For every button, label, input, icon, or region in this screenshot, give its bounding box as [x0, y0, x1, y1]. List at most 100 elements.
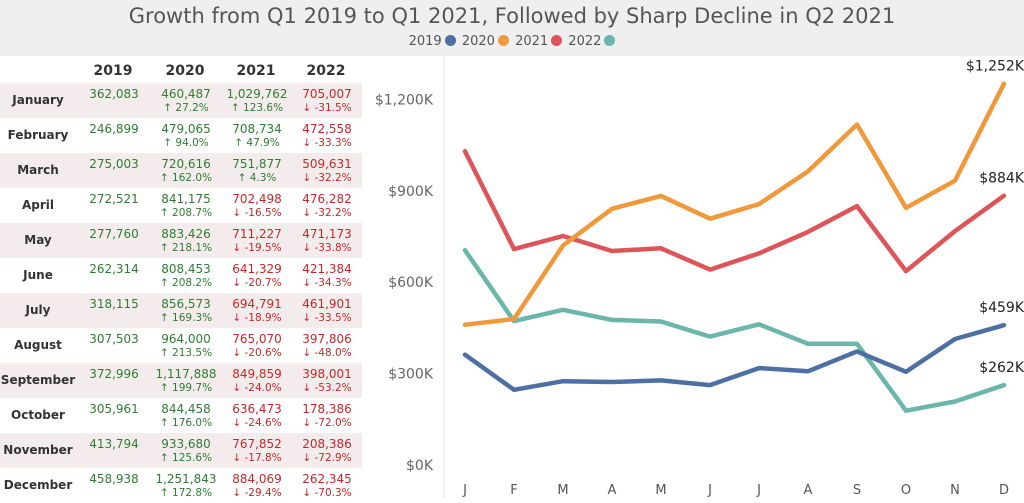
- cell-change: ↓ -20.7%: [232, 277, 282, 289]
- cell-change: ↑ 208.7%: [159, 207, 213, 219]
- end-value-label-2020: $1,252K: [966, 59, 1024, 75]
- table-cell-2021: 849,859 ↓ -24.0%: [219, 367, 295, 395]
- cell-value: 694,791: [232, 297, 282, 311]
- chart-title: Growth from Q1 2019 to Q1 2021, Followed…: [128, 4, 896, 28]
- x-tick-label: N: [950, 483, 960, 498]
- cell-value: 1,251,843: [155, 472, 217, 486]
- cell-change: ↓ -16.5%: [232, 207, 282, 219]
- cell-value: 509,631: [302, 157, 352, 171]
- chart-header: Growth from Q1 2019 to Q1 2021, Followed…: [0, 0, 1024, 56]
- table-cell-2022: 471,173 ↓ -33.8%: [289, 227, 365, 255]
- cell-value: 397,806: [302, 332, 352, 346]
- cell-value: 460,487: [161, 87, 211, 101]
- cell-change: ↓ -33.5%: [302, 312, 352, 324]
- legend-label: 2020: [461, 34, 495, 49]
- legend-dot-icon: [497, 35, 509, 46]
- legend-label: 2019: [408, 34, 442, 49]
- x-tick-label: D: [999, 483, 1009, 498]
- legend-item-2022[interactable]: 2022: [568, 34, 616, 49]
- x-tick-label: F: [510, 483, 517, 498]
- cell-change: ↑ 169.3%: [159, 312, 213, 324]
- cell-change: ↑ 199.7%: [159, 382, 213, 394]
- table-cell-2019: 275,003: [76, 157, 152, 171]
- legend-item-2019[interactable]: 2019: [409, 34, 456, 49]
- table-cell-2021: 751,877 ↑ 4.3%: [219, 157, 295, 185]
- table-cell-2019: 362,083: [76, 87, 152, 101]
- month-label: January: [12, 93, 64, 107]
- cell-value: 479,065: [161, 122, 211, 136]
- cell-change: ↓ -24.0%: [232, 382, 282, 394]
- table-cell-2022: 472,558 ↓ -33.3%: [289, 122, 365, 150]
- month-label: October: [11, 408, 65, 422]
- end-value-label-2022: $262K: [979, 360, 1024, 376]
- table-cell-2019: 307,503: [76, 332, 152, 346]
- y-tick-label: $600K: [388, 275, 434, 291]
- table-cell-2021: 711,227 ↓ -19.5%: [219, 227, 295, 255]
- legend-item-2020[interactable]: 2020: [462, 34, 509, 49]
- cell-change: ↓ -34.3%: [302, 277, 352, 289]
- end-value-label-2021: $884K: [979, 171, 1024, 187]
- cell-value: 362,083: [89, 87, 139, 101]
- table-cell-2021: 636,473 ↓ -24.6%: [219, 402, 295, 430]
- table-row: January 362,083 460,487 ↑ 27.2% 1,029,762 ↑ 1…: [0, 83, 362, 118]
- cell-change: ↓ -48.0%: [302, 347, 352, 359]
- cell-change: ↓ -19.5%: [232, 242, 282, 254]
- table-cell-2021: 765,070 ↓ -20.6%: [219, 332, 295, 360]
- line-chart: $0K $300K $600K $900K $1,200K J F M A M J J A S O N D $45…: [375, 56, 1024, 498]
- cell-change: ↓ -53.2%: [302, 382, 352, 394]
- table-cell-2019: 277,760: [76, 227, 152, 241]
- table-cell-2021: 884,069 ↓ -29.4%: [219, 472, 295, 500]
- column-header-2019: 2019: [93, 63, 133, 79]
- series-line-2021[interactable]: [462, 149, 1007, 274]
- column-header-2021: 2021: [236, 63, 276, 79]
- series-line-2019[interactable]: [462, 322, 1007, 393]
- cell-value: 471,173: [302, 227, 352, 241]
- table-cell-2019: 305,961: [76, 402, 152, 416]
- cell-value: 458,938: [89, 472, 139, 486]
- table-row: July 318,115 856,573 ↑ 169.3% 694,791 ↓ -18.9…: [0, 293, 362, 328]
- legend-label: 2022: [568, 34, 602, 49]
- y-tick-label: $0K: [406, 458, 434, 474]
- month-label: November: [3, 443, 73, 457]
- month-label: September: [0, 373, 76, 387]
- table-cell-2020: 883,426 ↑ 218.1%: [148, 227, 224, 255]
- cell-value: 765,070: [232, 332, 282, 346]
- x-tick-label: A: [804, 483, 813, 498]
- cell-value: 277,760: [89, 227, 139, 241]
- y-tick-label: $300K: [388, 367, 434, 383]
- legend-dot-icon: [551, 35, 563, 46]
- data-table: 2019 2020 2021 2022 January 362,083 460,48…: [0, 56, 365, 499]
- cell-change: ↓ -32.2%: [302, 172, 352, 184]
- cell-value: 636,473: [232, 402, 282, 416]
- x-tick-label: M: [557, 483, 568, 498]
- cell-change: ↑ 123.6%: [230, 102, 284, 114]
- table-row: August 307,503 964,000 ↑ 213.5% 765,070 ↓ -20…: [0, 328, 362, 363]
- legend-dot-icon: [444, 35, 456, 46]
- table-row: April 272,521 841,175 ↑ 208.7% 702,498 ↓ -16.…: [0, 188, 362, 223]
- cell-value: 305,961: [89, 402, 139, 416]
- cell-value: 884,069: [232, 472, 282, 486]
- series-line-2020[interactable]: [462, 81, 1007, 327]
- table-row: October 305,961 844,458 ↑ 176.0% 636,473 ↓ -2…: [0, 398, 362, 433]
- table-cell-2020: 1,117,888 ↑ 199.7%: [148, 367, 224, 395]
- cell-value: 307,503: [89, 332, 139, 346]
- cell-change: ↓ -33.8%: [302, 242, 352, 254]
- legend-item-2021[interactable]: 2021: [515, 34, 563, 49]
- end-value-label-2019: $459K: [979, 300, 1024, 316]
- table-row: December 458,938 1,251,843 ↑ 172.8% 884,069 ↓…: [0, 468, 362, 503]
- cell-change: ↑ 4.3%: [237, 172, 277, 184]
- series-line-2022[interactable]: [462, 247, 1007, 413]
- cell-change: ↓ -18.9%: [232, 312, 282, 324]
- cell-value: 641,329: [232, 262, 282, 276]
- cell-change: ↓ -29.4%: [232, 487, 282, 499]
- cell-value: 421,384: [302, 262, 352, 276]
- table-cell-2022: 398,001 ↓ -53.2%: [289, 367, 365, 395]
- month-label: April: [21, 198, 55, 212]
- table-row: September 372,996 1,117,888 ↑ 199.7% 849,859…: [0, 363, 362, 398]
- cell-change: ↓ -24.6%: [232, 417, 282, 429]
- cell-value: 461,901: [302, 297, 352, 311]
- cell-value: 1,117,888: [155, 367, 217, 381]
- cell-value: 262,345: [302, 472, 352, 486]
- x-tick-label: M: [655, 483, 666, 498]
- column-header-2020: 2020: [165, 63, 205, 79]
